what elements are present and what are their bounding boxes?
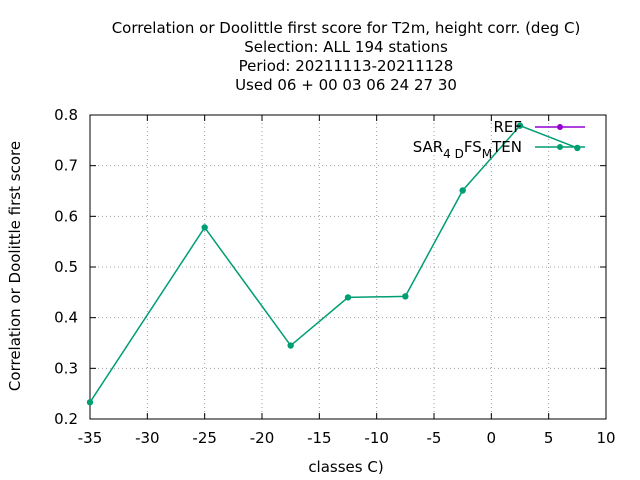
x-tick-label: 5	[544, 429, 554, 447]
y-tick-label: 0.6	[54, 207, 78, 225]
data-point	[86, 399, 94, 406]
plot-area	[86, 122, 581, 406]
chart-title: Correlation or Doolittle first score for…	[112, 19, 581, 94]
data-point	[287, 342, 294, 349]
grid	[90, 115, 606, 419]
legend: REF SAR4 DFSMTEN	[413, 118, 585, 161]
x-tick-label: -10	[364, 429, 389, 447]
data-point	[344, 294, 352, 301]
y-tick-label: 0.3	[54, 359, 78, 377]
x-tick-label: -5	[427, 429, 442, 447]
axes	[89, 114, 607, 420]
x-tick-label: 0	[487, 429, 497, 447]
title-line-2: Selection: ALL 194 stations	[244, 38, 448, 56]
legend-label-ref: REF	[493, 118, 522, 136]
legend-marker-sar	[557, 144, 563, 150]
data-point	[201, 224, 208, 231]
x-axis-label: classes C)	[308, 458, 383, 476]
series-line-1	[89, 124, 578, 403]
x-tick-label: -15	[307, 429, 332, 447]
y-axis-label: Correlation or Doolittle first score	[6, 141, 24, 391]
plot-frame	[89, 114, 607, 420]
data-point	[402, 293, 409, 300]
title-line-1: Correlation or Doolittle first score for…	[112, 19, 581, 37]
y-tick-label: 0.4	[54, 309, 78, 327]
data-point	[574, 144, 581, 152]
y-tick-label: 0.8	[54, 106, 78, 124]
x-tick-label: 10	[596, 429, 615, 447]
x-tick-label: -30	[135, 429, 160, 447]
title-line-3: Period: 20211113-20211128	[239, 57, 454, 75]
tick-labels: -35 -30 -25 -20 -15 -10 -5 0 5 10 0.2 0.3 0.4 0.5 0.6 0…	[54, 106, 615, 447]
legend-marker-ref	[557, 124, 563, 130]
x-tick-label: -25	[192, 429, 217, 447]
y-tick-label: 0.2	[54, 410, 78, 428]
x-tick-label: -20	[250, 429, 275, 447]
data-point	[516, 122, 524, 129]
data-point	[459, 187, 466, 194]
y-tick-label: 0.7	[54, 157, 78, 175]
title-line-4: Used 06 + 00 03 06 24 27 30	[235, 76, 457, 94]
x-tick-label: -35	[78, 429, 103, 447]
y-tick-label: 0.5	[54, 258, 78, 276]
legend-label-sar: SAR4 DFSMTEN	[413, 138, 522, 161]
